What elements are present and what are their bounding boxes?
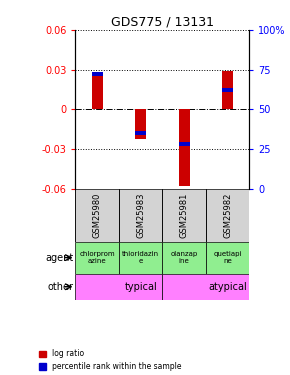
Bar bbox=[135, 131, 146, 135]
Bar bbox=[206, 242, 249, 273]
Bar bbox=[179, 110, 190, 186]
Bar bbox=[92, 72, 103, 110]
Bar bbox=[119, 242, 162, 273]
Bar bbox=[206, 189, 249, 242]
Bar bbox=[92, 72, 103, 76]
Bar bbox=[162, 189, 206, 242]
Text: thioridazin
e: thioridazin e bbox=[122, 251, 159, 264]
Bar bbox=[222, 88, 233, 92]
Text: quetiapi
ne: quetiapi ne bbox=[213, 251, 242, 264]
Text: typical: typical bbox=[124, 282, 157, 292]
Bar bbox=[75, 242, 119, 273]
Bar bbox=[135, 110, 146, 138]
Text: atypical: atypical bbox=[208, 282, 247, 292]
Text: GSM25980: GSM25980 bbox=[93, 193, 102, 238]
Bar bbox=[162, 273, 249, 300]
Bar bbox=[162, 242, 206, 273]
Bar bbox=[75, 189, 119, 242]
Title: GDS775 / 13131: GDS775 / 13131 bbox=[111, 16, 214, 29]
Bar bbox=[119, 189, 162, 242]
Text: other: other bbox=[47, 282, 73, 292]
Text: GSM25982: GSM25982 bbox=[223, 193, 232, 238]
Legend: log ratio, percentile rank within the sample: log ratio, percentile rank within the sa… bbox=[39, 350, 182, 371]
Text: GSM25981: GSM25981 bbox=[180, 193, 189, 238]
Text: olanzap
ine: olanzap ine bbox=[171, 251, 198, 264]
Bar bbox=[75, 273, 162, 300]
Text: agent: agent bbox=[45, 253, 73, 262]
Bar bbox=[179, 142, 190, 146]
Text: chlorprom
azine: chlorprom azine bbox=[79, 251, 115, 264]
Text: GSM25983: GSM25983 bbox=[136, 192, 145, 238]
Bar bbox=[222, 71, 233, 110]
